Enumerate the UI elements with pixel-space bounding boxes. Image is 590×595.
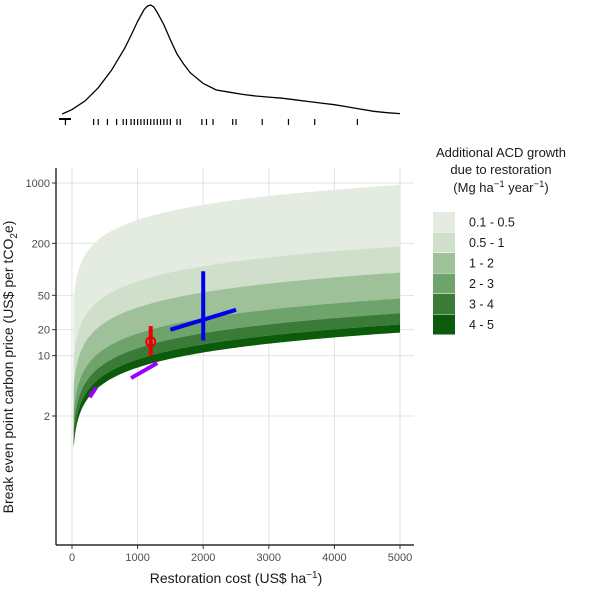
marker-purple-b-segment (88, 386, 98, 399)
legend-label: 0.1 - 0.5 (469, 216, 515, 230)
legend: Additional ACD growth due to restoration… (433, 145, 566, 335)
y-tick-label: 20 (38, 325, 50, 337)
legend-swatch (433, 273, 455, 294)
y-tick-label: 1000 (26, 178, 50, 190)
main-panel: 0 1000 2000 3000 4000 5000 2 10 20 50 200 1000 Res… (0, 168, 414, 586)
legend-title-unit: (Mg ha−1 year−1) (453, 179, 548, 195)
x-tick-label: 3000 (257, 552, 281, 564)
legend-title-line-1: Additional ACD growth (436, 145, 566, 160)
x-axis-title: Restoration cost (US$ ha−1) (150, 570, 322, 586)
legend-swatch (433, 232, 455, 253)
band-1-2 (73, 272, 400, 414)
legend-items: 0.1 - 0.5 0.5 - 1 1 - 2 2 - 3 3 - 4 4 - 5 (433, 212, 515, 335)
legend-swatch (433, 253, 455, 273)
y-tick-label: 2 (44, 411, 50, 423)
estimate-markers (88, 271, 237, 399)
legend-label: 3 - 4 (469, 298, 494, 312)
band-0.5-1 (73, 246, 400, 388)
y-axis-title: Break even point carbon price (US$ per t… (0, 221, 20, 514)
density-panel (59, 4, 401, 125)
legend-swatch (433, 294, 455, 314)
band-4-5 (73, 324, 400, 448)
x-tick-label: 2000 (191, 552, 215, 564)
marker-purple-a-segment (130, 361, 159, 380)
legend-label: 2 - 3 (469, 277, 494, 291)
x-tick-label: 5000 (388, 552, 412, 564)
legend-title-line-2: due to restoration (450, 162, 551, 177)
y-tick-label: 10 (38, 351, 50, 363)
y-axis-ticks: 2 10 20 50 200 1000 (26, 178, 56, 423)
x-tick-label: 1000 (125, 552, 149, 564)
legend-label: 1 - 2 (469, 257, 494, 271)
x-tick-label: 4000 (322, 552, 346, 564)
legend-swatch (433, 212, 455, 232)
legend-swatch (433, 314, 455, 335)
legend-label: 0.5 - 1 (469, 236, 504, 250)
marker-red-point (145, 336, 157, 348)
y-tick-label: 50 (38, 290, 50, 302)
rug-marks (59, 118, 358, 125)
density-curve (61, 4, 401, 115)
band-2-3 (73, 298, 400, 429)
band-0.1-0.5 (73, 184, 400, 362)
y-tick-label: 200 (32, 238, 50, 250)
x-tick-label: 0 (69, 552, 75, 564)
x-axis-ticks: 0 1000 2000 3000 4000 5000 (69, 545, 412, 564)
legend-label: 4 - 5 (469, 318, 494, 332)
